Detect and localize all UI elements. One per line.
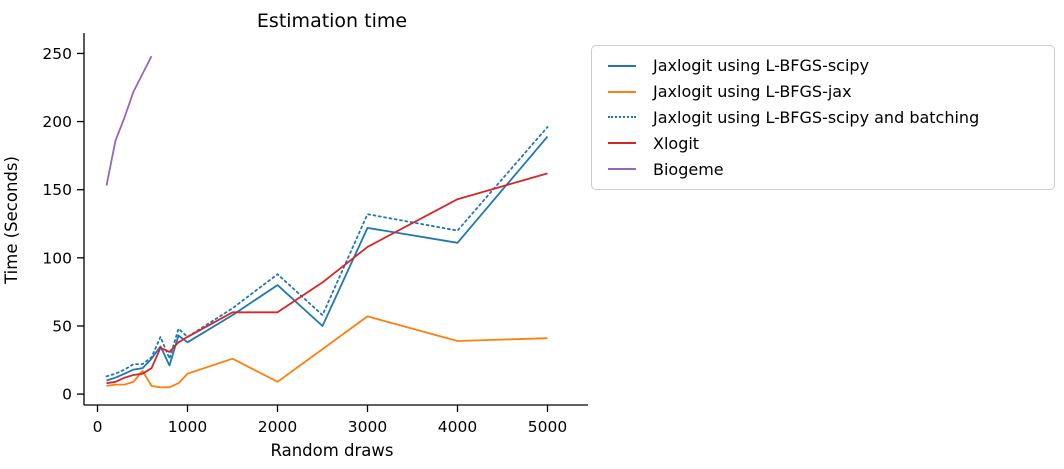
x-tick-label: 0 <box>93 418 103 436</box>
y-tick-label: 250 <box>42 45 72 63</box>
y-tick-label: 0 <box>62 386 72 404</box>
legend-line-sample <box>608 90 636 93</box>
y-tick-label: 150 <box>42 181 72 199</box>
x-tick-label: 4000 <box>438 418 477 436</box>
legend-item-xlogit: Xlogit <box>602 130 1044 156</box>
legend-item-jaxlogit-using-l-bfgs-scipy-and-batching: Jaxlogit using L-BFGS-scipy and batching <box>602 105 1044 131</box>
legend-item-jaxlogit-using-l-bfgs-jax: Jaxlogit using L-BFGS-jax <box>602 79 1044 105</box>
x-tick-label: 1000 <box>168 418 207 436</box>
x-tick-label: 3000 <box>348 418 387 436</box>
x-tick-label: 5000 <box>528 418 567 436</box>
x-axis-label: Random draws <box>270 441 393 460</box>
legend-label: Xlogit <box>653 133 700 153</box>
x-tick-label: 2000 <box>258 418 297 436</box>
series-line-jaxlogit-using-l-bfgs-jax <box>106 315 548 389</box>
legend-label: Jaxlogit using L-BFGS-jax <box>653 82 852 102</box>
legend-line-sample <box>608 116 636 119</box>
series-line-jaxlogit-using-l-bfgs-scipy-and-batching <box>105 126 549 378</box>
legend-label: Biogeme <box>653 159 724 179</box>
legend-label: Jaxlogit using L-BFGS-scipy <box>653 56 870 76</box>
legend-label: Jaxlogit using L-BFGS-scipy and batching <box>653 107 980 127</box>
y-tick-label: 50 <box>52 317 72 335</box>
legend: Jaxlogit using L-BFGS-scipy Jaxlogit usin… <box>591 45 1055 190</box>
legend-line-sample <box>608 64 636 67</box>
chart-title: Estimation time <box>257 10 407 32</box>
legend-line-sample <box>608 142 636 145</box>
legend-item-jaxlogit-using-l-bfgs-scipy: Jaxlogit using L-BFGS-scipy <box>602 53 1044 79</box>
legend-item-biogeme: Biogeme <box>602 156 1044 182</box>
legend-line-sample <box>608 168 636 171</box>
series-line-biogeme <box>105 55 153 186</box>
series-line-jaxlogit-using-l-bfgs-scipy <box>106 136 549 382</box>
y-tick-label: 200 <box>42 113 72 131</box>
series-line-xlogit <box>106 172 548 385</box>
y-axis-label: Time (Seconds) <box>2 156 21 285</box>
y-tick-label: 100 <box>42 249 72 267</box>
